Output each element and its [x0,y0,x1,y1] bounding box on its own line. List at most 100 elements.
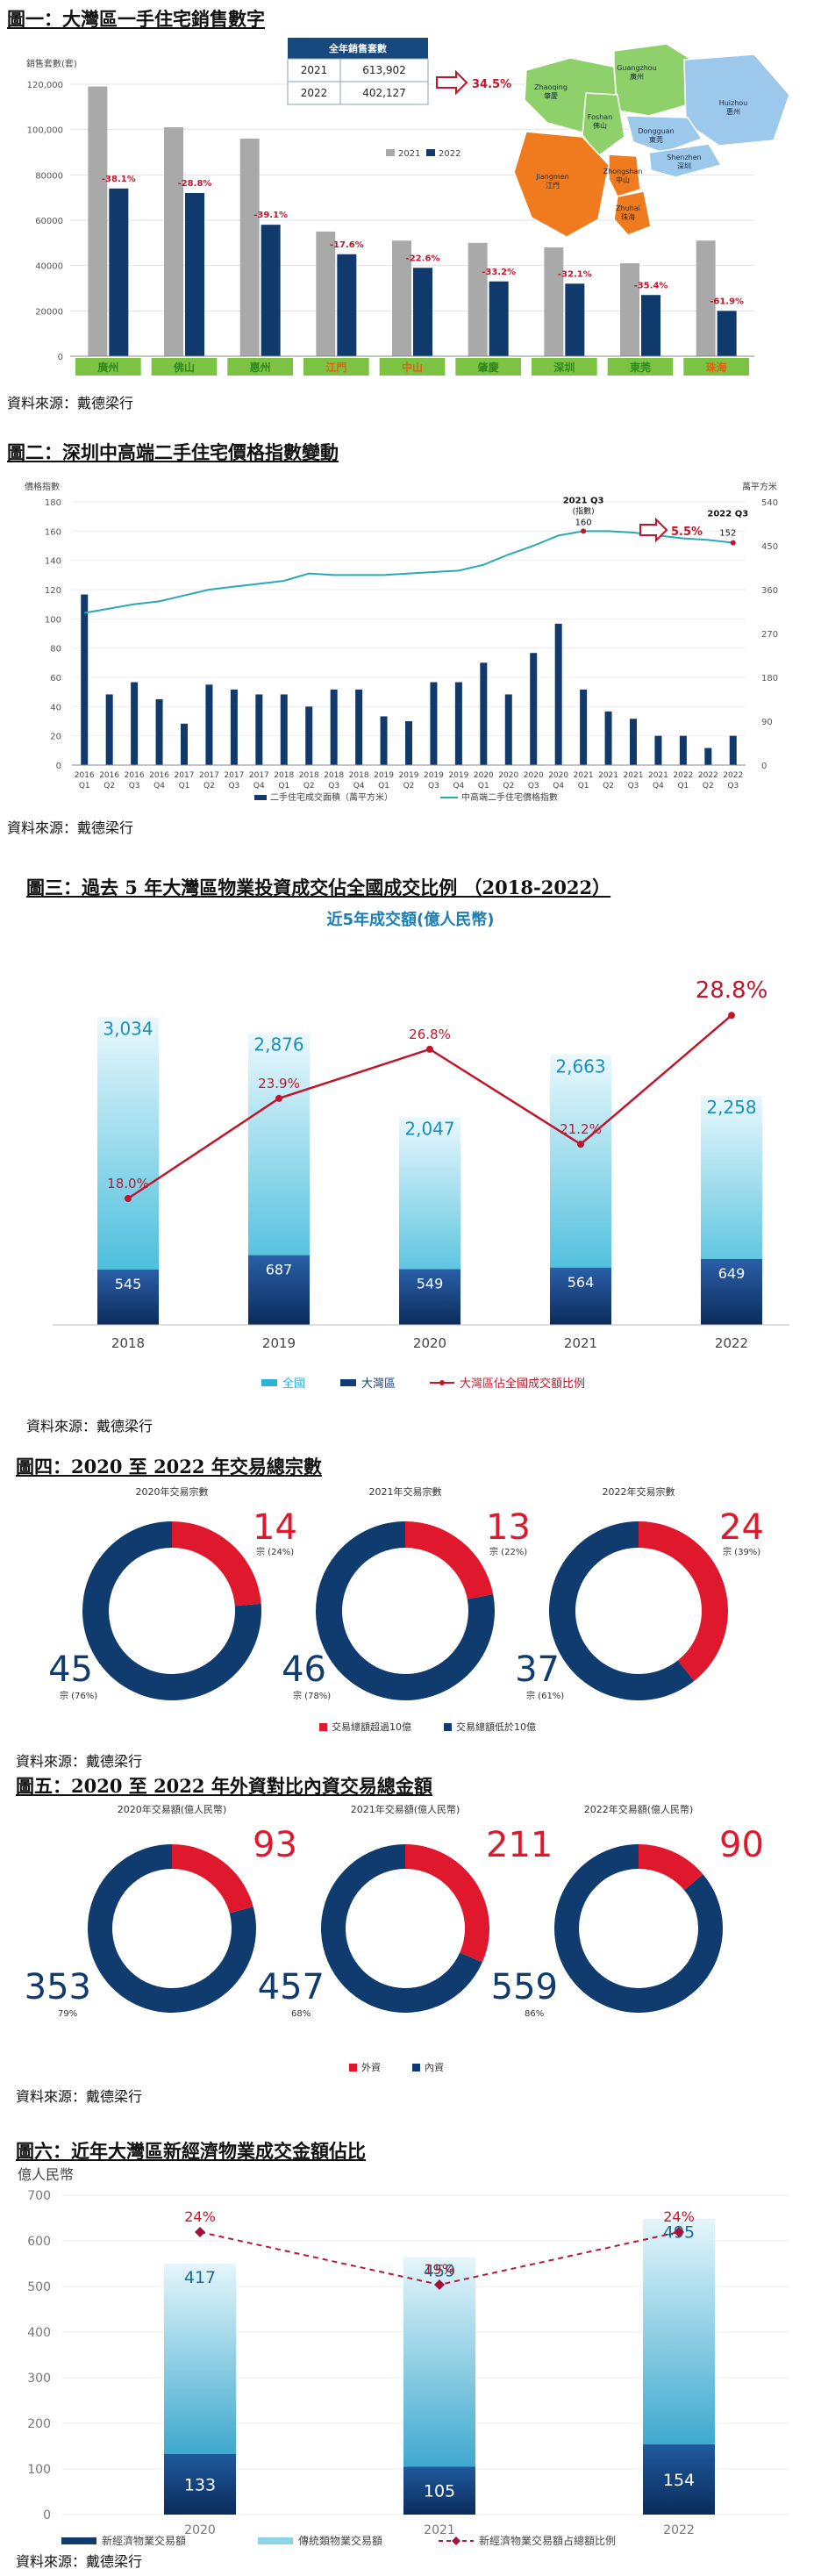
fig3-gba-label: 545 [115,1276,142,1292]
fig5-chart: 2020年交易額(億人民幣) 93 353 79% 2021年交易額(億人民幣) 211 4… [25,1803,764,2073]
donut-red-value: 211 [486,1825,553,1865]
fig2-title: 圖二：深圳中高端二手住宅價格指數變動 [7,441,339,463]
fig1-bar-2021 [392,240,411,356]
fig6-y-tick: 0 [43,2508,51,2522]
fig2-x-tick-quarter: Q1 [278,782,289,791]
fig1-map-label-zh: 珠海 [621,212,635,221]
fig1-map-label-zh: 佛山 [593,121,607,130]
fig1-map-region [513,131,610,238]
fig1-table-row [287,81,429,105]
donut-blue-value: 37 [515,1649,560,1690]
fig6-bar-new-economy [403,2466,475,2515]
fig1-bar-2022 [185,193,204,356]
donut-legend-blue: 交易總額低於10億 [456,1721,536,1733]
fig3-bar-gba [97,1270,159,1325]
fig6-legend-traditional: 傳統類物業交易額 [298,2534,382,2547]
fig6-x-tick: 2020 [184,2523,216,2537]
fig3-share-point [728,1012,735,1020]
fig2-bar [131,682,139,765]
fig2-yleft-label: 價格指數 [25,481,60,492]
donut-segment-blue [316,1521,495,1700]
fig1-change-label: -32.1% [558,269,592,279]
fig1-map-label-en: Guangzhou [617,64,657,72]
fig2-x-tick-quarter: Q4 [453,782,464,791]
fig1-category-bg [683,358,749,376]
fig2-chart: 價格指數 萬平方米 0 20 40 60 80 100 120 140 160 180 0 90 180 27… [25,481,778,803]
fig2-x-tick-year: 2020 [474,771,494,780]
donut-title: 2020年交易宗數 [136,1485,209,1498]
fig1-category-label: 廣州 [97,361,118,374]
fig2-x-tick-year: 2019 [399,771,419,780]
donut-title: 2020年交易額(億人民幣) [118,1803,227,1815]
fig3-share-label: 21.2% [560,1121,602,1137]
fig2-index-line [84,530,733,614]
fig1-bar-2021 [468,242,488,356]
fig3-gba-label: 549 [417,1276,444,1292]
fig2-legend-line: 中高端二手住宅價格指數 [461,791,558,803]
donut-blue-pct: 68% [291,2009,311,2019]
fig3-x-tick: 2019 [262,1335,296,1351]
fig1-bar-2022 [261,225,281,356]
fig2-bar [604,711,612,765]
fig2-x-tick-quarter: Q1 [578,782,589,791]
fig2-x-tick-year: 2016 [125,771,145,780]
fig2-yleft-tick: 20 [50,733,61,742]
fig2-bar [729,735,737,765]
fig1-category-label: 江門 [325,361,346,374]
donut-red-value: 90 [719,1825,764,1865]
fig6-legend-swatch-diamond [452,2537,460,2545]
fig2-x-tick-year: 2022 [723,771,743,780]
fig1-bar-2022 [641,295,660,356]
fig6-traditional-label: 417 [184,2268,216,2287]
fig2-bar [504,694,512,765]
fig3-legend-swatch-gba [340,1379,356,1386]
donut-legend-blue: 內資 [425,2062,444,2073]
fig2-bar [405,721,412,765]
fig3-legend-gba: 大灣區 [361,1377,396,1391]
fig2-x-tick-year: 2017 [175,771,195,780]
fig3-legend-share: 大灣區佔全國成交額比例 [460,1377,585,1391]
donut-title: 2022年交易額(億人民幣) [584,1803,694,1815]
fig6-share-point [674,2227,684,2237]
fig1-bar-2021 [696,240,716,356]
donut-segment-red [639,1521,729,1681]
fig3-gba-label: 649 [718,1265,746,1282]
fig1-bar-2022 [413,268,432,356]
fig2-down-arrow-icon [639,517,668,543]
donut-segment-blue [321,1844,482,2013]
fig1-map-label-en: Jiangmen [535,173,568,181]
fig1-change-label: -35.4% [634,281,668,290]
fig1-category-label: 中山 [402,361,423,374]
fig2-x-tick-year: 2021 [574,771,594,780]
fig2-x-tick-quarter: Q4 [553,782,564,791]
donut-legend-red: 外資 [361,2062,381,2073]
fig6-x-tick: 2022 [663,2523,695,2537]
donut-legend-swatch-blue [412,2064,420,2072]
donut-red-value: 13 [486,1507,531,1548]
fig3-x-tick: 2018 [111,1335,145,1351]
fig2-x-tick-quarter: Q4 [653,782,664,791]
fig2-bar [554,623,562,765]
fig2-yright-tick: 180 [761,674,778,683]
fig1-legend-2022: 2022 [439,149,460,159]
fig6-legend-swatch-new [61,2537,96,2544]
fig2-yright-tick: 360 [761,586,778,596]
fig6-y-tick: 400 [27,2326,51,2340]
fig1-map-label-zh: 肇慶 [544,91,558,100]
fig3-share-label: 26.8% [409,1027,451,1042]
fig1-y-tick: 80000 [35,171,63,181]
fig1-category-label: 東莞 [630,361,651,374]
fig3-bar-gba [248,1255,310,1325]
fig1-bar-2021 [316,231,336,356]
fig1-category-bg [227,358,293,376]
fig1-map-region [613,190,652,236]
fig1-bar-2021 [620,263,639,356]
fig1-map-label-en: Foshan [588,113,612,121]
fig2-yright-label: 萬平方米 [742,481,777,492]
fig3-national-label: 3,034 [103,1018,153,1039]
donut-blue-value: 353 [25,1967,91,2007]
fig4-title: 圖四：2020 至 2022 年交易總宗數 [16,1456,322,1478]
fig2-x-tick-quarter: Q2 [603,782,614,791]
fig6-y-tick: 200 [27,2417,51,2431]
